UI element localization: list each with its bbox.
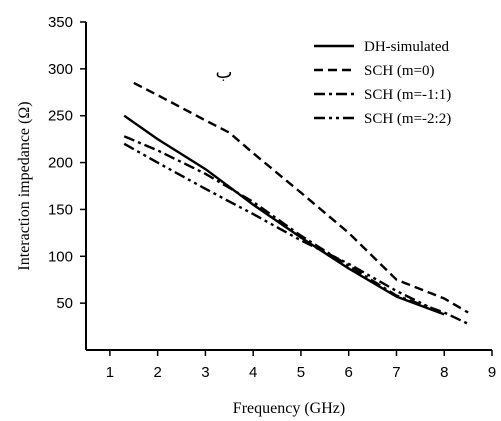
x-tick-label: 5: [297, 364, 305, 381]
y-tick-label: 100: [48, 248, 73, 265]
y-axis-title: Interaction impedance (Ω): [16, 101, 33, 270]
plot-area: [123, 81, 469, 325]
series-line-1: [123, 114, 445, 316]
x-tick-label: 2: [153, 364, 161, 381]
annotation-label: ب: [216, 62, 233, 83]
series-line-3: [123, 135, 469, 325]
y-tick-label: 350: [48, 14, 73, 31]
x-tick-label: 9: [488, 364, 496, 381]
y-tick-label: 250: [48, 108, 73, 125]
x-axis-title: Frequency (GHz): [233, 400, 345, 417]
axes: 1 2 3 4 5 6 7 8 9 50 100 150 200 250 300 350: [48, 14, 496, 381]
y-tick-label: 50: [56, 295, 73, 312]
x-tick-label: 1: [106, 364, 114, 381]
legend-label-2: SCH (m=0): [364, 63, 435, 79]
series-line-4: [123, 142, 445, 316]
x-tick-label: 4: [249, 364, 257, 381]
y-tick-label: 300: [48, 61, 73, 78]
x-tick-label: 7: [392, 364, 400, 381]
series-line-2: [133, 81, 469, 314]
x-tick-label: 3: [201, 364, 209, 381]
x-tick-label: 8: [440, 364, 448, 381]
x-tick-label: 6: [345, 364, 353, 381]
y-tick-label: 150: [48, 201, 73, 218]
legend-label-1: DH-simulated: [364, 39, 449, 55]
legend-label-3: SCH (m=-1:1): [364, 87, 451, 103]
legend-label-4: SCH (m=-2:2): [364, 111, 451, 127]
y-tick-label: 200: [48, 155, 73, 172]
legend: DH-simulated SCH (m=0) SCH (m=-1:1) SCH (m=…: [314, 39, 451, 127]
